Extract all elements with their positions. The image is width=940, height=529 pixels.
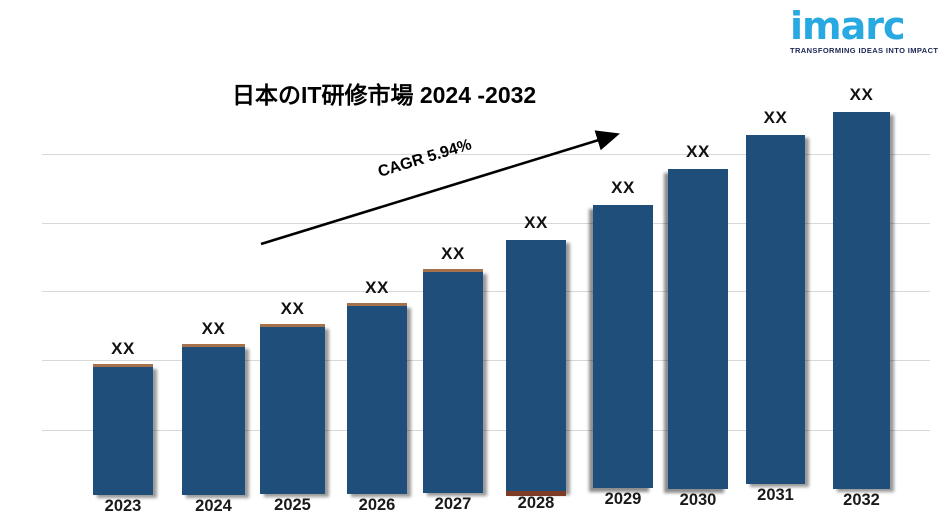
bar-2026 (347, 303, 407, 494)
bar-2025 (260, 324, 325, 494)
x-axis-label-2031: 2031 (757, 486, 794, 504)
bar-value-label-2026: XX (365, 278, 389, 297)
x-axis-label-2023: 2023 (104, 497, 142, 515)
cagr-annotation: CAGR 5.94% (376, 136, 474, 181)
gridline (42, 291, 930, 292)
bar-top-accent (260, 324, 325, 327)
bar-2029 (593, 205, 653, 488)
bar-value-label-2027: XX (441, 244, 465, 263)
x-axis-label-2029: 2029 (604, 490, 642, 508)
bar-2023 (93, 364, 153, 495)
x-axis-label-2025: 2025 (274, 496, 311, 514)
bar-value-label-2023: XX (111, 339, 135, 358)
bar-2028 (506, 240, 566, 496)
bar-value-label-2024: XX (201, 319, 226, 338)
bar-2024 (182, 344, 245, 495)
x-axis-label-2027: 2027 (434, 495, 472, 513)
bar-value-label-2028: XX (524, 213, 548, 232)
bar-top-accent (423, 269, 483, 272)
gridline (42, 360, 930, 361)
bar-value-label-2025: XX (280, 299, 305, 318)
bar-2027 (423, 269, 483, 493)
imarc-logo-tagline: TRANSFORMING IDEAS INTO IMPACT (790, 46, 939, 55)
bar-2032 (833, 112, 890, 489)
bar-2031 (746, 135, 805, 484)
x-axis-label-2024: 2024 (195, 497, 232, 515)
bar-top-accent (93, 364, 153, 367)
x-axis-label-2028: 2028 (517, 494, 555, 512)
bar-bottom-accent (506, 491, 566, 496)
imarc-logo-wordmark: imarc (790, 4, 906, 48)
bar-value-label-2030: XX (686, 142, 710, 161)
x-axis-label-2030: 2030 (679, 491, 717, 509)
bar-value-label-2032: XX (849, 85, 874, 104)
bar-value-label-2031: XX (763, 108, 788, 127)
imarc-logo: imarc TRANSFORMING IDEAS INTO IMPACT (790, 4, 939, 55)
bar-top-accent (182, 344, 245, 347)
bar-top-accent (347, 303, 407, 306)
bar-2030 (668, 169, 728, 489)
chart-title: 日本のIT研修市場 2024 -2032 (232, 82, 537, 108)
bar-value-label-2029: XX (611, 178, 635, 197)
x-axis-label-2026: 2026 (358, 496, 396, 514)
x-axis-label-2032: 2032 (843, 491, 880, 509)
gridline (42, 430, 930, 431)
